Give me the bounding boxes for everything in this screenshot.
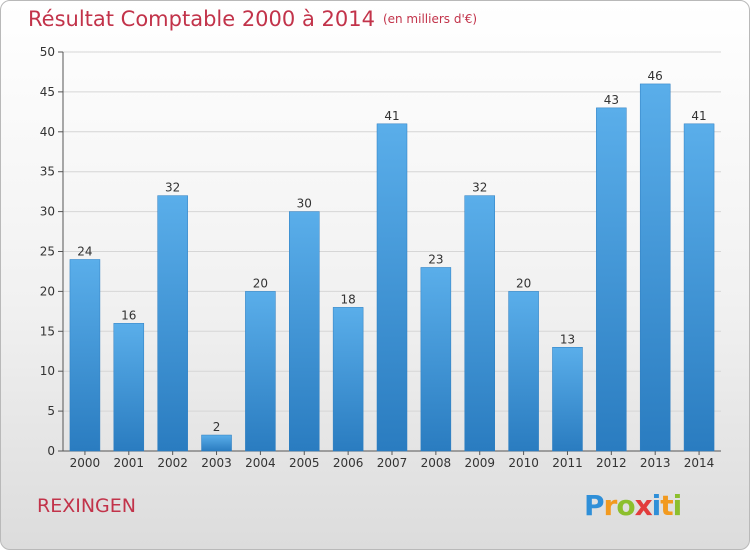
data-label-2007: 41: [384, 109, 399, 123]
bar-2000: [69, 259, 101, 452]
bar-2012: [596, 107, 627, 452]
data-label-2003: 2: [213, 420, 221, 434]
data-label-2012: 43: [604, 93, 619, 107]
bar-2010: [508, 291, 539, 452]
data-label-2010: 20: [516, 276, 531, 290]
x-tick-label-2014: 2014: [684, 456, 715, 470]
x-tick-label-2003: 2003: [201, 456, 232, 470]
proxiti-logo: Proxiti: [584, 489, 683, 522]
logo-letter: i: [651, 489, 662, 522]
data-label-2011: 13: [560, 332, 575, 346]
x-tick-label-2011: 2011: [552, 456, 583, 470]
x-tick-label-2012: 2012: [596, 456, 627, 470]
bars: [69, 83, 715, 452]
data-label-2008: 23: [428, 252, 443, 266]
logo-letter: P: [584, 489, 605, 522]
x-tick-label-2007: 2007: [377, 456, 408, 470]
x-tick-label-2010: 2010: [508, 456, 539, 470]
data-label-2009: 32: [472, 181, 487, 195]
y-tick-label: 50: [40, 45, 55, 59]
y-tick-label: 15: [40, 324, 55, 338]
bar-2003: [201, 434, 232, 452]
labels: 24 2000 16 2001 32 2002 2 2003 20 2004 30 2005 18 200…: [70, 69, 715, 470]
y-tick-label: 45: [40, 85, 55, 99]
bar-2002: [157, 195, 188, 452]
logo-letter: i: [672, 489, 683, 522]
bar-2004: [245, 291, 276, 452]
y-tick-label: 25: [40, 245, 55, 259]
commune-name: REXINGEN: [37, 495, 136, 517]
y-tick-label: 20: [40, 284, 55, 298]
data-label-2006: 18: [340, 292, 355, 306]
bar-2007: [376, 123, 408, 452]
x-tick-label-2009: 2009: [464, 456, 495, 470]
data-label-2005: 30: [297, 197, 312, 211]
logo-letter: o: [616, 489, 635, 522]
bar-2009: [464, 195, 495, 452]
y-tick-label: 10: [40, 364, 55, 378]
data-label-2014: 41: [691, 109, 706, 123]
data-label-2004: 20: [253, 276, 268, 290]
data-label-2013: 46: [648, 69, 663, 83]
bar-2013: [639, 83, 671, 452]
bar-2014: [683, 123, 715, 452]
y-tick-label: 0: [47, 444, 55, 458]
x-tick-label-2002: 2002: [157, 456, 188, 470]
x-tick-label-2008: 2008: [421, 456, 452, 470]
x-tick-label-2004: 2004: [245, 456, 276, 470]
data-label-2001: 16: [121, 308, 136, 322]
x-tick-label-2000: 2000: [70, 456, 101, 470]
logo-letter: t: [660, 489, 673, 522]
chart-title: Résultat Comptable 2000 à 2014 (en millie…: [28, 7, 477, 31]
x-tick-label-2006: 2006: [333, 456, 364, 470]
y-tick-label: 5: [47, 404, 55, 418]
y-tick-label: 35: [40, 165, 55, 179]
bar-2011: [552, 347, 583, 452]
chart-subtitle: (en milliers d'€): [382, 12, 478, 26]
x-tick-label-2005: 2005: [289, 456, 320, 470]
y-tick-label: 30: [40, 205, 55, 219]
bar-2001: [113, 323, 145, 452]
data-label-2000: 24: [77, 244, 92, 258]
bar-2008: [420, 267, 452, 452]
bar-2006: [332, 307, 364, 452]
logo-letter: r: [603, 489, 618, 522]
data-label-2002: 32: [165, 181, 180, 195]
y-tick-label: 40: [40, 125, 55, 139]
logo-letter: x: [634, 489, 653, 522]
chart-title-main: Résultat Comptable 2000 à 2014: [28, 7, 375, 31]
x-tick-label-2001: 2001: [114, 456, 145, 470]
x-tick-label-2013: 2013: [640, 456, 671, 470]
bar-2005: [289, 211, 320, 452]
